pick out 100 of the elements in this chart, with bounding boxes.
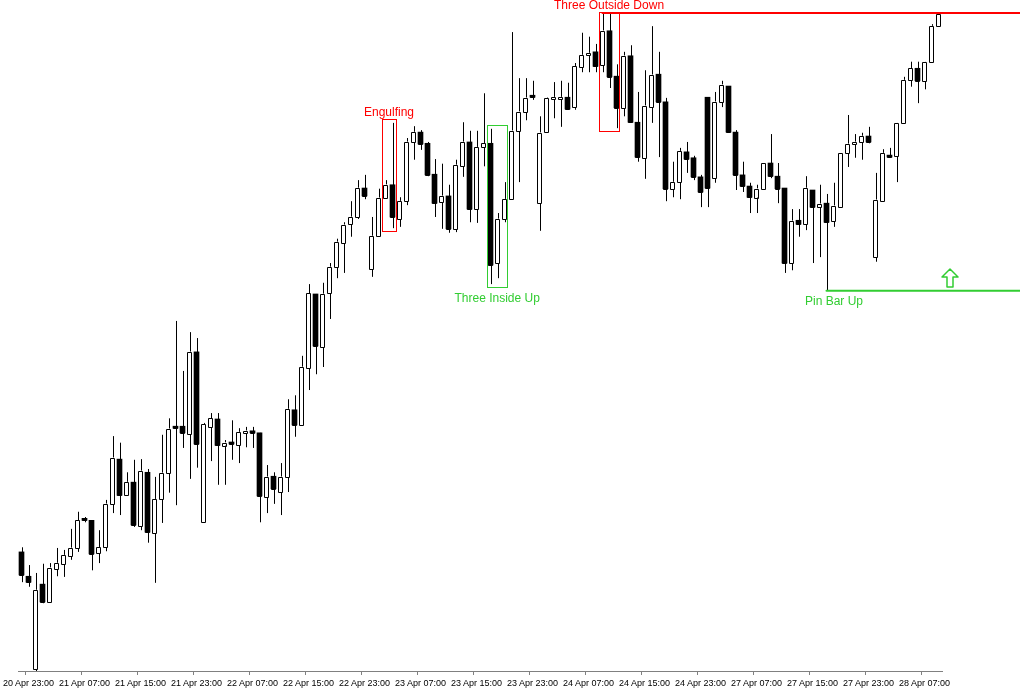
candlestick — [739, 161, 746, 193]
candlestick — [606, 12, 613, 89]
candlestick — [291, 394, 298, 438]
candlestick — [116, 442, 123, 516]
candlestick — [74, 511, 81, 553]
x-tick-label: 20 Apr 23:00 — [2, 677, 55, 688]
candlestick — [410, 125, 417, 161]
candlestick — [851, 133, 858, 159]
candlestick — [347, 200, 354, 238]
candlestick — [900, 76, 907, 124]
candlestick — [879, 148, 886, 202]
x-tick-label: 24 Apr 15:00 — [618, 677, 671, 688]
candlestick — [718, 80, 725, 108]
candlestick — [123, 471, 130, 496]
candlestick — [788, 208, 795, 271]
annotation: Pin Bar Up — [805, 294, 864, 308]
candlestick — [830, 182, 837, 228]
annotation: Engulfing — [364, 105, 415, 119]
candlestick — [571, 62, 578, 111]
x-tick-label: 28 Apr 07:00 — [898, 677, 951, 688]
candlestick — [648, 25, 655, 124]
candlestick — [767, 133, 774, 179]
candlestick — [550, 81, 557, 119]
candlestick — [25, 564, 32, 588]
candlestick — [676, 147, 683, 200]
candlestick — [361, 174, 368, 200]
candlestick — [95, 529, 102, 564]
candlestick — [60, 549, 67, 578]
candlestick — [711, 91, 718, 184]
candlestick — [235, 427, 242, 464]
candlestick — [634, 91, 641, 163]
candlestick — [207, 412, 214, 462]
candlestick — [557, 80, 564, 128]
x-tick-label: 21 Apr 15:00 — [114, 677, 167, 688]
x-tick-label: 27 Apr 15:00 — [786, 677, 839, 688]
candlestick — [263, 464, 270, 514]
candlestick — [858, 132, 865, 161]
candlestick — [795, 208, 802, 238]
candlestick — [333, 238, 340, 279]
candlestick — [809, 189, 816, 264]
candlestick — [270, 471, 277, 505]
text: Three Outside Down — [554, 0, 665, 12]
candlestick — [459, 121, 466, 178]
candlestick — [515, 77, 522, 183]
candlestick — [228, 419, 235, 461]
x-tick-label: 22 Apr 23:00 — [338, 677, 391, 688]
x-tick-label: 24 Apr 23:00 — [674, 677, 727, 688]
candlestick — [354, 179, 361, 220]
candlestick — [620, 51, 627, 117]
candlestick — [186, 331, 193, 480]
x-tick-label: 23 Apr 07:00 — [394, 677, 447, 688]
candlestick — [151, 476, 158, 584]
candlestick — [816, 184, 823, 258]
x-tick-label: 23 Apr 23:00 — [506, 677, 559, 688]
candlestick — [298, 355, 305, 426]
candlestick — [102, 499, 109, 552]
candlestick — [249, 426, 256, 449]
candlestick — [522, 77, 529, 121]
candlestick — [389, 122, 396, 229]
candlestick — [179, 370, 186, 449]
x-tick-label: 24 Apr 07:00 — [562, 677, 615, 688]
candlestick — [683, 141, 690, 174]
candlestick — [319, 282, 326, 368]
candlestick — [907, 61, 914, 88]
candlestick — [844, 114, 851, 168]
x-tick-label: 22 Apr 07:00 — [226, 677, 279, 688]
candlestick — [130, 459, 137, 528]
candlestick — [67, 528, 74, 561]
candlestick — [690, 155, 697, 181]
candlestick — [18, 546, 25, 583]
candlestick — [396, 196, 403, 228]
x-tick-label: 22 Apr 15:00 — [282, 677, 335, 688]
candlestick — [480, 92, 487, 167]
candlestick — [200, 422, 207, 523]
candlestick — [375, 188, 382, 237]
candlestick — [746, 182, 753, 214]
annotation: Three Inside Up — [454, 291, 540, 305]
candlestick — [585, 36, 592, 73]
candlestick — [893, 122, 900, 183]
x-tick-label: 21 Apr 07:00 — [58, 677, 111, 688]
candlestick — [599, 12, 606, 73]
candlestick — [543, 96, 550, 133]
candlestick — [172, 320, 179, 506]
candlestick — [564, 82, 571, 111]
candlestick — [340, 221, 347, 274]
candlestick — [592, 43, 599, 73]
candlestick — [284, 398, 291, 493]
candlestick — [39, 563, 46, 604]
candlestick — [697, 174, 704, 208]
candlestick — [529, 80, 536, 101]
candlestick — [326, 262, 333, 320]
candlestick — [921, 61, 928, 90]
candlestick — [872, 172, 879, 263]
x-tick-label: 27 Apr 23:00 — [842, 677, 895, 688]
candlestick — [32, 572, 39, 672]
candlestick — [137, 458, 144, 531]
candlestick — [109, 435, 116, 514]
candlestick — [536, 115, 543, 232]
x-tick-label: 23 Apr 15:00 — [450, 677, 503, 688]
x-tick-label: 27 Apr 07:00 — [730, 677, 783, 688]
